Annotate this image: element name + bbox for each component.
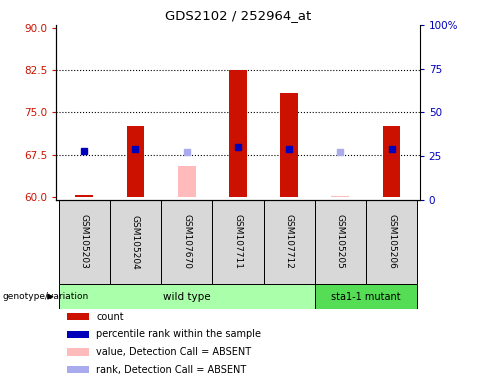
Text: GSM107712: GSM107712 — [285, 215, 294, 269]
Bar — [315, 200, 366, 284]
Bar — [280, 93, 298, 197]
Text: GSM107711: GSM107711 — [233, 214, 243, 270]
Text: genotype/variation: genotype/variation — [2, 292, 89, 301]
Bar — [67, 349, 89, 356]
Text: value, Detection Call = ABSENT: value, Detection Call = ABSENT — [96, 347, 251, 357]
Bar — [67, 331, 89, 338]
Text: wild type: wild type — [163, 291, 210, 302]
Bar — [229, 70, 247, 197]
Text: GSM105204: GSM105204 — [131, 215, 140, 269]
Bar — [110, 200, 161, 284]
Text: GSM105206: GSM105206 — [387, 215, 396, 269]
Bar — [366, 200, 417, 284]
Bar — [383, 126, 401, 197]
Bar — [315, 284, 417, 309]
Bar — [126, 126, 144, 197]
Bar — [264, 200, 315, 284]
Text: GSM105203: GSM105203 — [80, 215, 89, 269]
Text: count: count — [96, 311, 124, 321]
Bar — [59, 284, 315, 309]
Text: GSM105205: GSM105205 — [336, 215, 345, 269]
Text: percentile rank within the sample: percentile rank within the sample — [96, 329, 261, 339]
Text: GSM107670: GSM107670 — [182, 214, 191, 270]
Title: GDS2102 / 252964_at: GDS2102 / 252964_at — [165, 9, 311, 22]
Bar — [212, 200, 264, 284]
Bar — [178, 166, 196, 197]
Bar — [331, 196, 349, 197]
Bar — [67, 313, 89, 320]
Bar — [161, 200, 212, 284]
Text: sta1-1 mutant: sta1-1 mutant — [331, 291, 401, 302]
Text: rank, Detection Call = ABSENT: rank, Detection Call = ABSENT — [96, 365, 246, 375]
Bar — [67, 366, 89, 373]
Bar — [59, 200, 110, 284]
Bar — [75, 195, 93, 197]
